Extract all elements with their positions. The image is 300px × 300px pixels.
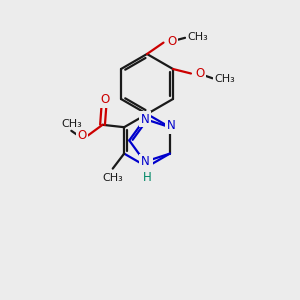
Text: N: N — [140, 112, 149, 125]
Text: N: N — [140, 155, 149, 168]
Text: CH₃: CH₃ — [215, 74, 236, 84]
Text: N: N — [142, 159, 152, 172]
Text: O: O — [195, 67, 204, 80]
Text: CH₃: CH₃ — [61, 119, 82, 129]
Text: O: O — [77, 129, 87, 142]
Text: H: H — [142, 171, 152, 184]
Text: N: N — [167, 119, 176, 132]
Text: O: O — [167, 35, 177, 48]
Text: O: O — [100, 93, 109, 106]
Text: CH₃: CH₃ — [102, 173, 123, 183]
Text: CH₃: CH₃ — [187, 32, 208, 42]
